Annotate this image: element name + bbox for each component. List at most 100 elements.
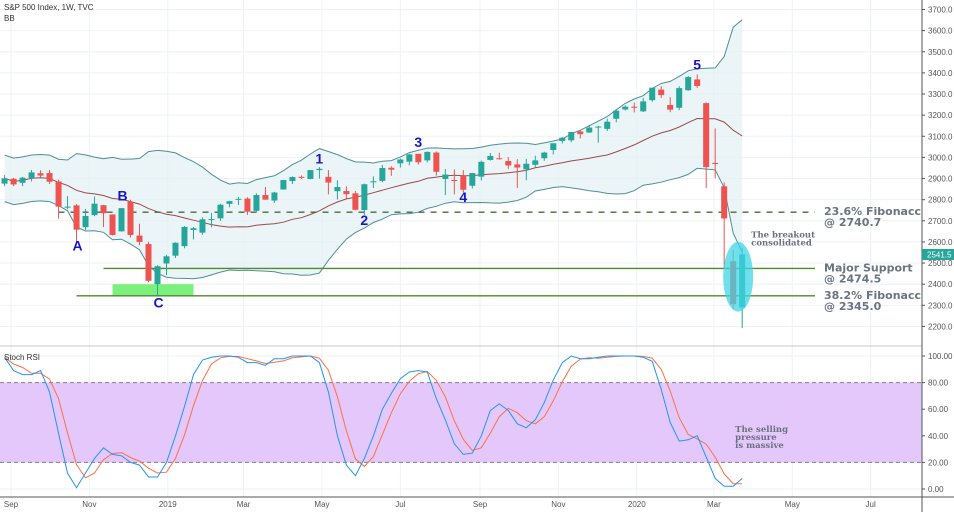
price-tick-label: 2600.0 — [928, 238, 953, 247]
candle — [190, 227, 197, 240]
candle — [721, 182, 728, 268]
candle-body — [361, 184, 368, 211]
price-tick-label: 3300.0 — [928, 90, 953, 99]
candle — [280, 179, 287, 190]
bollinger-bands — [4, 19, 743, 280]
candle — [298, 175, 305, 179]
candle-body — [289, 177, 296, 182]
candle-body — [667, 105, 674, 110]
candle-body — [433, 152, 440, 172]
price-tick-label: 2400.0 — [928, 280, 953, 289]
note-text: pressure — [735, 433, 777, 443]
candle-body — [136, 235, 143, 242]
candle-body — [460, 175, 467, 190]
price-tick-label: 3500.0 — [928, 48, 953, 57]
candle — [181, 226, 188, 249]
time-tick-label: Jul — [866, 500, 876, 509]
candle — [37, 170, 44, 178]
candle-body — [73, 205, 80, 230]
candle — [622, 105, 629, 111]
candle-body — [550, 143, 557, 151]
candle-body — [496, 158, 503, 160]
candle — [577, 130, 584, 139]
note-text: The selling — [735, 425, 788, 435]
candle — [289, 176, 296, 185]
candle-body — [271, 192, 278, 201]
candle — [712, 128, 719, 179]
level-label: @ 2474.5 — [824, 272, 881, 285]
candle-body — [478, 161, 485, 177]
price-tick-label: 2700.0 — [928, 217, 953, 226]
candle — [703, 102, 710, 189]
candle — [694, 74, 701, 89]
candle — [154, 265, 161, 296]
candle — [64, 196, 71, 210]
candle-body — [307, 170, 314, 179]
candle — [649, 87, 656, 102]
price-tick-label: 3200.0 — [928, 111, 953, 120]
candle — [451, 169, 458, 195]
chart-title: S&P 500 Index, 1W, TVC — [4, 3, 94, 12]
candle-body — [343, 191, 350, 195]
level-label: 38.2% Fibonacci — [824, 289, 925, 302]
time-tick-label: Jul — [395, 500, 405, 509]
candle-body — [91, 203, 98, 216]
candle-body — [541, 152, 548, 159]
candle-body — [226, 201, 233, 204]
candle-body — [235, 198, 242, 200]
note-text: The breakout — [751, 231, 815, 241]
candle-body — [55, 181, 62, 207]
candle-body — [244, 198, 251, 212]
candle — [406, 153, 413, 166]
time-tick-label: Nov — [551, 500, 565, 509]
candle-body — [118, 208, 125, 232]
candle — [325, 170, 332, 195]
stoch-k-line — [4, 355, 743, 489]
candle — [496, 152, 503, 160]
candle — [388, 166, 395, 176]
price-tick-label: 2300.0 — [928, 301, 953, 310]
candle-body — [217, 204, 224, 219]
candle — [370, 176, 377, 189]
candle — [361, 183, 368, 215]
candle-body — [64, 206, 71, 208]
candle — [685, 76, 692, 91]
candle — [343, 186, 350, 199]
candle — [595, 125, 602, 143]
stoch-tick-label: 100.00 — [928, 352, 953, 361]
candle-body — [325, 176, 332, 183]
candle-body — [199, 219, 206, 233]
candle-body — [685, 77, 692, 91]
candle-body — [208, 219, 215, 221]
candle — [10, 177, 17, 187]
candle — [415, 153, 422, 165]
candle — [442, 169, 449, 196]
level-label: 23.6% Fibonacci — [824, 205, 925, 218]
candle — [226, 200, 233, 208]
stoch-tick-label: 60.00 — [928, 405, 949, 414]
candle-body — [514, 164, 521, 168]
candle — [568, 132, 575, 143]
time-tick-label: 2019 — [159, 500, 177, 509]
candle-body — [595, 126, 602, 128]
candle-body — [253, 195, 260, 211]
stoch-tick-label: 80.00 — [928, 379, 949, 388]
bb-upper-line — [4, 19, 743, 185]
candle-body — [388, 167, 395, 170]
candle-body — [649, 87, 656, 101]
candle-body — [334, 186, 341, 192]
candle-body — [172, 242, 179, 256]
time-tick-label: Mar — [237, 500, 251, 509]
candle-body — [145, 244, 152, 281]
candle-body — [640, 101, 647, 112]
wave-label: 5 — [693, 57, 701, 73]
candle — [541, 151, 548, 161]
price-tick-label: 2500.0 — [928, 259, 953, 268]
candle — [613, 109, 620, 123]
candle-body — [316, 168, 323, 171]
candle — [262, 186, 269, 200]
candle — [172, 242, 179, 258]
wave-label: 1 — [315, 151, 323, 167]
note-text: consolidated — [751, 239, 812, 249]
